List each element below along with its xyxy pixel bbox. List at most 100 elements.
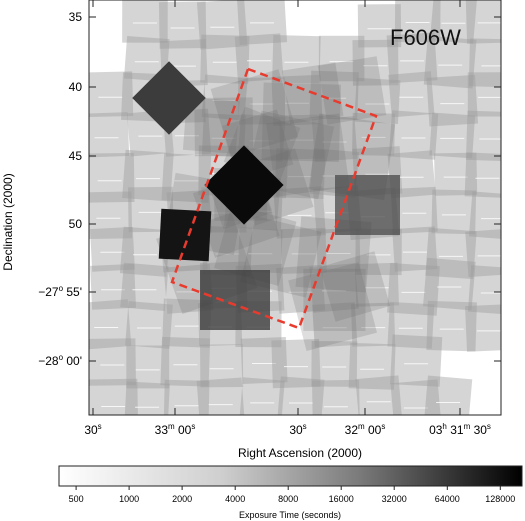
y-tick-label: 45 — [69, 149, 83, 163]
deep-square-left — [158, 208, 212, 262]
exposure-tile — [126, 345, 170, 389]
exposure-tile — [318, 35, 365, 82]
colorbar — [58, 465, 523, 487]
exposure-tile — [272, 34, 321, 84]
deep-patch-right — [335, 175, 400, 235]
exposure-tile — [392, 226, 438, 272]
chart-title: F606W — [390, 25, 461, 50]
exposure-tile — [280, 227, 327, 274]
x-axis-label: Right Ascension (2000) — [238, 446, 362, 460]
exposure-tile — [124, 381, 170, 415]
exposure-tile — [271, 74, 323, 127]
tick-label-part: m — [358, 422, 365, 431]
colorbar-ticks: 500 1000 2000 4000 8000 16000 32000 64000 128000 — [69, 486, 515, 504]
exposure-tile — [238, 77, 286, 125]
tick-label-part: s — [303, 422, 307, 431]
deep-exposure-tile — [210, 69, 299, 157]
exposure-tile — [122, 149, 174, 202]
exposure-tile — [89, 191, 133, 240]
exposure-tile — [394, 0, 441, 43]
colorbar-label: Exposure Time (seconds) — [239, 510, 341, 520]
colorbar-tick-label: 16000 — [329, 494, 354, 504]
x-tick-label: 30s — [84, 422, 101, 437]
tick-label-part: m — [464, 422, 471, 431]
exposure-tile — [311, 116, 358, 162]
exposure-tile — [120, 262, 169, 311]
tick-label-part: h — [442, 422, 446, 431]
colorbar-tick-label: 8000 — [278, 494, 298, 504]
deep-exposure-tile — [214, 203, 297, 287]
exposure-tile — [273, 186, 326, 239]
exposure-tile — [388, 110, 439, 160]
deep-exposure-tile — [182, 97, 240, 154]
tick-label-part: −28 — [38, 354, 59, 368]
exposure-tile — [89, 112, 130, 158]
exposure-tile — [311, 379, 360, 415]
deep-exposure-tile — [303, 268, 366, 331]
tick-label-part: 30 — [289, 423, 303, 437]
exposure-tile — [311, 341, 358, 387]
exposure-tile — [429, 112, 476, 159]
exposure-tile — [390, 186, 438, 234]
exposure-tile — [355, 375, 403, 415]
tick-label-part: o — [59, 353, 64, 362]
exposure-tile — [434, 152, 478, 196]
exposure-tile — [122, 0, 168, 43]
exposure-tile — [89, 378, 139, 415]
x-axis-ticks: 30s 33m 00s 30s 32m 00s 03h 31m 30s — [84, 0, 491, 437]
colorbar-tick-label: 1000 — [119, 494, 139, 504]
tick-label-part: s — [487, 422, 491, 431]
tick-label-part: 45 — [69, 149, 83, 163]
deep-exposure-tile — [317, 56, 387, 125]
deep-exposure-tile — [261, 82, 341, 162]
exposure-tile — [239, 377, 285, 415]
plot-background — [89, 0, 501, 415]
exposure-tile — [90, 226, 135, 272]
exposure-tile — [352, 112, 395, 156]
y-tick-label: 35 — [69, 10, 83, 24]
exposure-tile — [467, 72, 501, 117]
exposure-tile — [351, 302, 396, 347]
colorbar-tick-label: 32000 — [382, 494, 407, 504]
exposure-tile — [390, 334, 443, 387]
exposure-tile — [274, 148, 326, 200]
x-tick-label: 03h 31m 30s — [429, 422, 491, 437]
exposure-tile — [277, 376, 325, 415]
exposure-tile — [387, 301, 435, 349]
tick-label-part: 30 — [84, 423, 98, 437]
colorbar-tick-label: 128000 — [485, 494, 515, 504]
exposure-tile — [123, 35, 170, 82]
exposure-tile — [162, 298, 212, 348]
exposure-tile — [202, 225, 253, 276]
exposure-tile — [468, 191, 501, 240]
exposure-tile — [89, 338, 136, 386]
x-tick-label: 33m 00s — [155, 422, 196, 437]
tick-label-part: 03 — [429, 423, 443, 437]
exposure-tile — [158, 1, 207, 49]
y-tick-label: 40 — [69, 80, 83, 94]
exposure-tile — [200, 34, 250, 84]
exposure-tile — [237, 228, 283, 274]
exposure-tile — [354, 262, 399, 307]
tick-label-part: 35 — [69, 10, 83, 24]
colorbar-tick-label: 4000 — [225, 494, 245, 504]
exposure-tile — [240, 337, 288, 384]
plot-frame — [88, 0, 502, 416]
exposure-tile — [426, 74, 479, 127]
exposure-tile — [309, 263, 359, 313]
exposure-tile — [354, 77, 401, 125]
tick-label-part: 00 — [365, 423, 382, 437]
tick-label-part: s — [191, 422, 195, 431]
exposure-tile — [160, 336, 211, 387]
colorbar-tick-label: 500 — [69, 494, 84, 504]
tick-label-part: 31 — [447, 423, 464, 437]
exposure-tile — [465, 0, 501, 44]
tick-label-part: 50 — [69, 217, 83, 231]
exposure-tile — [119, 226, 171, 277]
exposure-tile — [386, 32, 438, 84]
deep-exposure-tile — [288, 262, 377, 351]
exposure-tile — [352, 39, 399, 86]
y-axis-label: Declination (2000) — [1, 173, 15, 270]
exposure-tile — [89, 152, 135, 203]
exposure-tile — [423, 35, 477, 89]
